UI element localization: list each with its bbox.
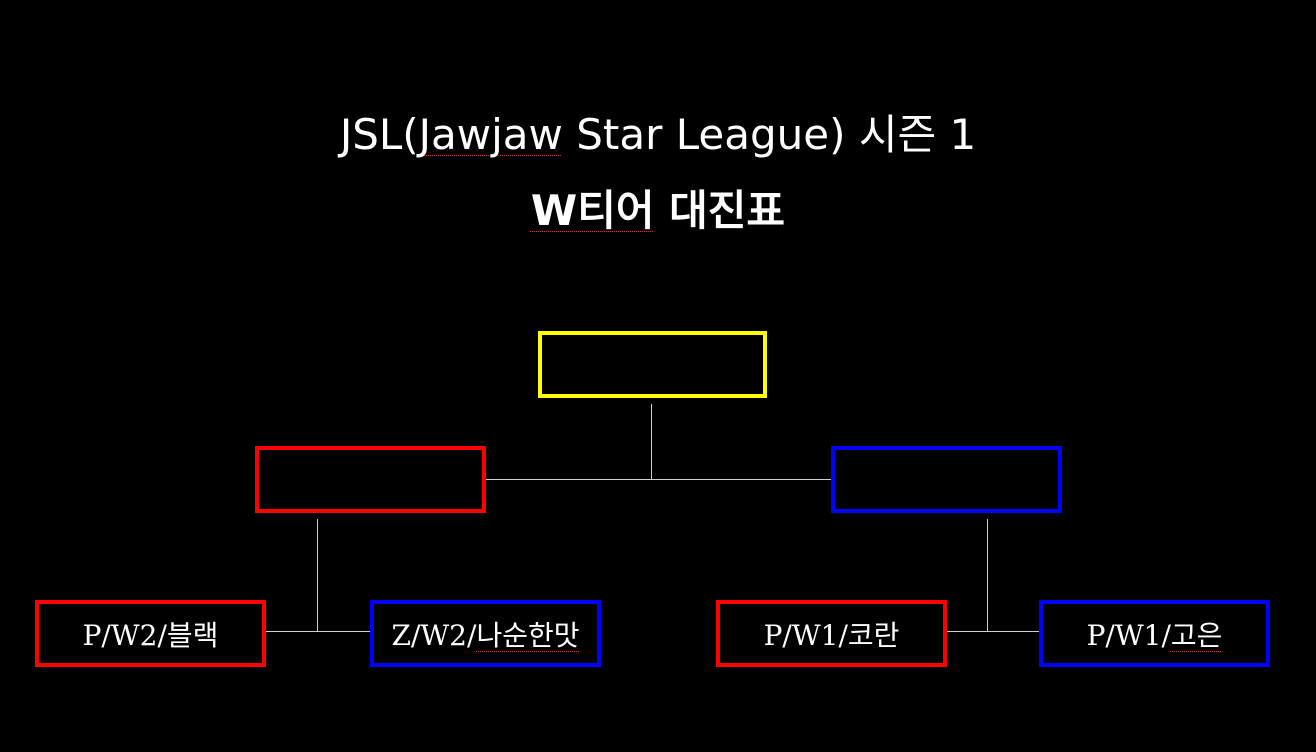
player-label: Z/W2/나순한맛 — [392, 614, 580, 654]
player-label: P/W1/코란 — [763, 618, 900, 652]
final-box — [538, 331, 767, 398]
title-bracket-word: 대진표 — [654, 186, 786, 235]
title-line-2: W티어 대진표 — [0, 186, 1316, 236]
connector-left-players — [264, 631, 372, 632]
player-box-1: P/W2/블랙 — [35, 600, 266, 667]
player-label-name: 나순한맛 — [476, 618, 580, 652]
player-box-4: P/W1/고은 — [1039, 600, 1270, 667]
player-label-prefix: P/W1/ — [1086, 618, 1171, 652]
semifinal-left-box — [255, 446, 486, 513]
connector-right-players — [944, 631, 1042, 632]
player-label-prefix: Z/W2/ — [391, 618, 477, 652]
title-suffix: Star League) 시즌 1 — [562, 110, 977, 159]
player-box-2: Z/W2/나순한맛 — [370, 600, 601, 667]
player-label: P/W2/블랙 — [82, 618, 219, 652]
connector-semis-horizontal — [484, 479, 832, 480]
player-label: P/W1/고은 — [1087, 614, 1223, 654]
connector-left-down — [317, 519, 318, 632]
title-line-1: JSL(Jawjaw Star League) 시즌 1 — [0, 110, 1316, 160]
title-tier: W티어 — [530, 186, 655, 235]
connector-right-down — [987, 519, 988, 632]
player-label-name: 고은 — [1170, 618, 1223, 652]
semifinal-right-box — [831, 446, 1062, 513]
connector-final-down — [651, 404, 652, 479]
title-word-jawjaw: Jawjaw — [418, 110, 563, 159]
player-box-3: P/W1/코란 — [716, 600, 947, 667]
title-prefix: JSL( — [339, 110, 419, 159]
